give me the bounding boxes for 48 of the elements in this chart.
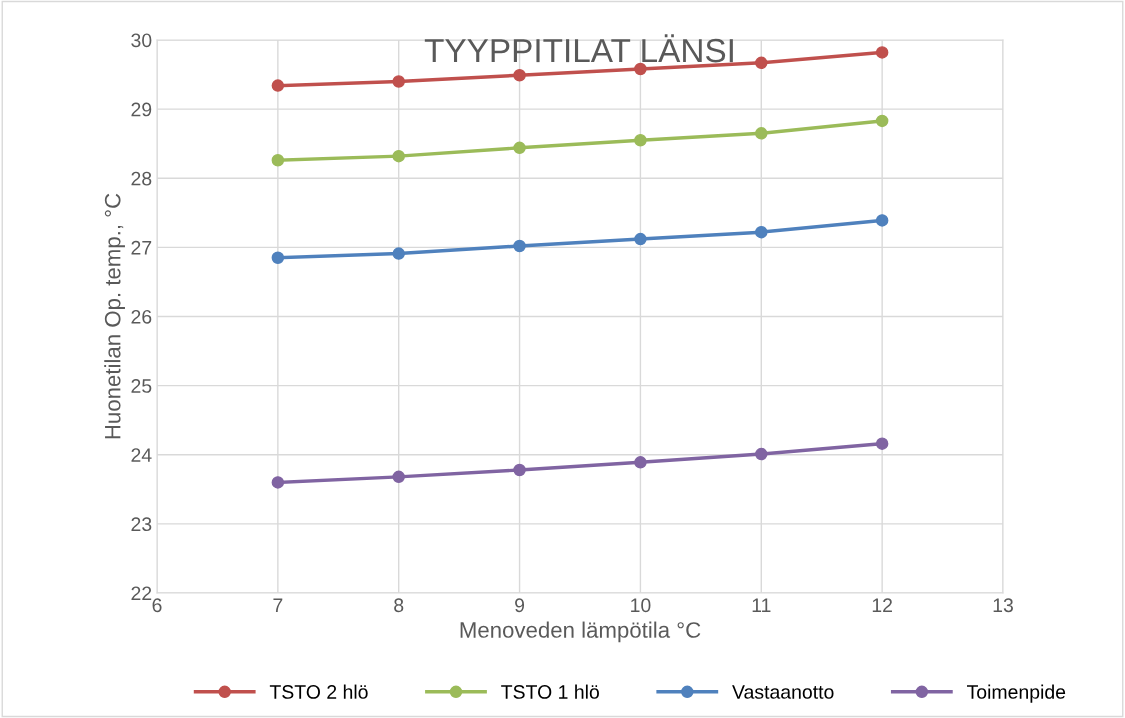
legend-label: Toimenpide [967, 684, 1066, 703]
y-tick-label: 28 [131, 171, 152, 186]
point [513, 141, 526, 155]
y-tick-label: 25 [131, 379, 152, 393]
y-tick-label: 26 [131, 309, 152, 324]
legend-label: TSTO 1 hlö [501, 684, 599, 699]
x-tick-label: 10 [631, 598, 651, 613]
point [755, 56, 768, 70]
y-tick-label: 29 [131, 102, 152, 117]
point [875, 437, 889, 450]
point [271, 251, 285, 264]
point [271, 476, 285, 489]
point [513, 463, 526, 477]
x-tick-label: 9 [515, 598, 525, 613]
point [875, 46, 889, 59]
y-tick-label: 27 [131, 240, 152, 255]
legend-label: TSTO 2 hlö [269, 684, 368, 699]
y-tick-label: 24 [131, 448, 152, 462]
point [392, 149, 405, 163]
point [634, 62, 647, 76]
point [271, 154, 285, 167]
point [513, 69, 526, 82]
y-axis-title: Huonetilan Op. temp., °C [104, 193, 125, 439]
x-tick-label: 8 [394, 598, 404, 613]
point [634, 456, 647, 469]
chart-title: TYYPPITILAT LÄNSI [424, 34, 733, 63]
point [392, 75, 405, 88]
x-tick-label: 13 [993, 598, 1013, 613]
y-tick-label: 23 [131, 517, 152, 532]
x-axis-title: Menoveden lämpötila °C [460, 621, 701, 643]
x-tick-label: 11 [752, 598, 771, 612]
x-tick-label: 7 [273, 598, 283, 612]
x-tick-label: 6 [152, 598, 162, 613]
point [634, 232, 647, 246]
point [271, 79, 285, 92]
y-tick-label: 22 [131, 586, 152, 601]
point [513, 239, 526, 253]
point [875, 114, 889, 128]
point [875, 214, 889, 227]
point [755, 447, 768, 461]
legend-label: Vastaanotto [732, 685, 834, 699]
point [755, 127, 768, 140]
point [755, 225, 768, 239]
y-tick-label: 30 [131, 33, 152, 48]
point [634, 133, 647, 147]
x-tick-label: 12 [872, 598, 892, 612]
point [392, 470, 405, 484]
point [392, 247, 405, 260]
